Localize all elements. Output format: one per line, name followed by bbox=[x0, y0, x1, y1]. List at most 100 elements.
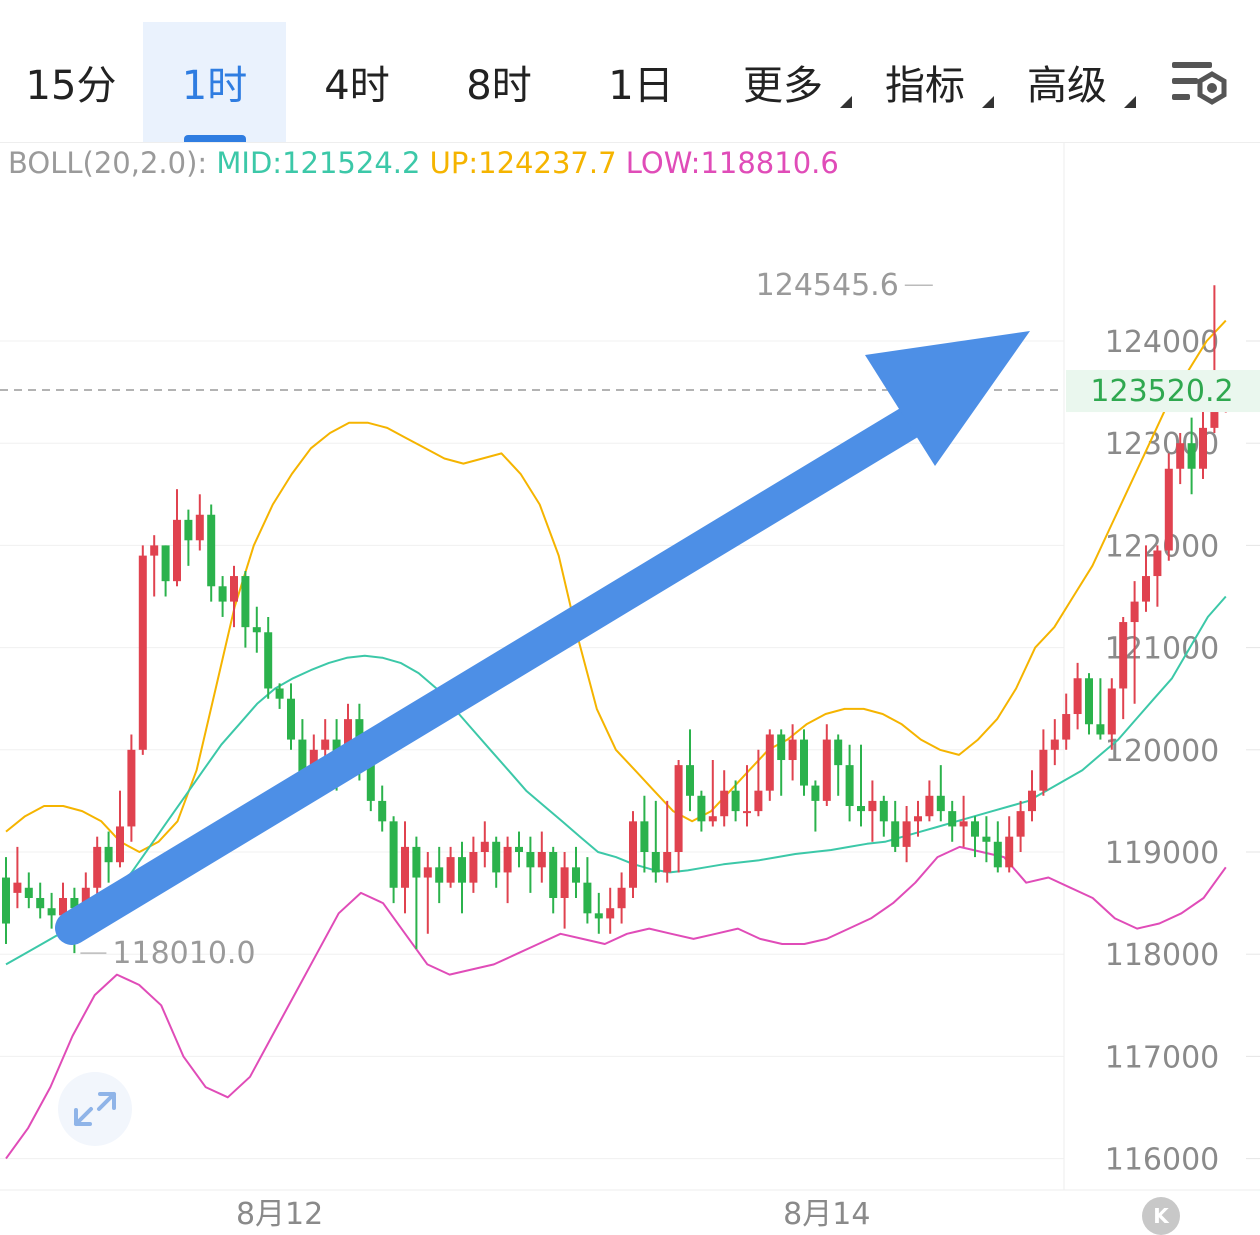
candle-body bbox=[925, 795, 934, 817]
candle-body bbox=[503, 846, 512, 873]
candle-body bbox=[298, 739, 307, 781]
candle-body bbox=[560, 867, 569, 898]
chart-settings-icon[interactable] bbox=[1168, 58, 1234, 114]
candle-body bbox=[81, 887, 90, 909]
y-tick-label: 117000 bbox=[1105, 1040, 1220, 1075]
candle-body bbox=[127, 749, 136, 827]
tab-indicators[interactable]: 指标 bbox=[854, 22, 996, 142]
expand-arrows-icon bbox=[74, 1092, 116, 1126]
tab-label: 8时 bbox=[466, 63, 532, 109]
candle-body bbox=[1153, 550, 1162, 577]
tab-1d[interactable]: 1日 bbox=[570, 22, 712, 142]
candle-body bbox=[423, 867, 432, 878]
candle-body bbox=[1164, 468, 1173, 551]
candle-body bbox=[458, 857, 466, 883]
candle-body bbox=[116, 826, 124, 863]
candle-body bbox=[743, 811, 751, 814]
expand-chart-button[interactable] bbox=[58, 1072, 132, 1146]
y-tick-label: 120000 bbox=[1105, 734, 1220, 769]
candle-body bbox=[674, 765, 683, 852]
candle-body bbox=[1130, 601, 1139, 623]
candle-body bbox=[617, 887, 626, 909]
candle-body bbox=[800, 739, 808, 786]
tab-15m[interactable]: 15分 bbox=[0, 22, 142, 142]
candle-body bbox=[594, 913, 603, 919]
tab-4h[interactable]: 4时 bbox=[286, 22, 428, 142]
boll-mid-line bbox=[5, 595, 1227, 966]
candle-body bbox=[47, 908, 56, 916]
tab-advanced[interactable]: 高级 bbox=[996, 22, 1138, 142]
tab-more[interactable]: 更多 bbox=[712, 22, 854, 142]
timeframe-tabbar: 15分 1时 4时 8时 1日 更多 指标 高级 bbox=[0, 0, 1260, 143]
candle-body bbox=[1107, 688, 1116, 735]
candle-body bbox=[1005, 836, 1014, 868]
candle-body bbox=[492, 841, 501, 873]
candle-body bbox=[207, 514, 216, 587]
y-tick-label: 124000 bbox=[1105, 325, 1220, 360]
trend-arrow-head bbox=[865, 331, 1030, 466]
candle-body bbox=[1142, 576, 1150, 602]
candle-body bbox=[788, 739, 797, 761]
candle-body bbox=[93, 846, 102, 888]
candle-body bbox=[70, 897, 79, 909]
candle-body bbox=[993, 841, 1002, 868]
dropdown-caret-icon bbox=[1124, 96, 1136, 108]
candle-body bbox=[720, 790, 729, 817]
candle-body bbox=[537, 852, 546, 868]
y-tick-label: 116000 bbox=[1105, 1143, 1220, 1178]
candle-body bbox=[275, 688, 284, 699]
candle-body bbox=[218, 586, 227, 602]
candle-body bbox=[526, 852, 535, 868]
candle-body bbox=[902, 821, 911, 847]
candle-body bbox=[184, 519, 193, 541]
candle-body bbox=[640, 821, 649, 852]
candle-body bbox=[2, 877, 10, 924]
candle-body bbox=[914, 816, 922, 822]
candle-body bbox=[1119, 622, 1128, 689]
candle-body bbox=[879, 800, 888, 822]
low-price-label: 118010.0 bbox=[112, 936, 255, 971]
boll-mid-value: MID:121524.2 bbox=[216, 146, 421, 180]
candle-body bbox=[59, 897, 67, 916]
candle-body bbox=[891, 821, 900, 847]
tab-label: 更多 bbox=[743, 63, 823, 109]
candle-body bbox=[1210, 397, 1219, 428]
candle-body bbox=[971, 821, 979, 837]
candle-body bbox=[195, 514, 204, 541]
candle-body bbox=[173, 519, 181, 582]
candle-body bbox=[287, 698, 295, 740]
y-tick-label: 119000 bbox=[1105, 836, 1220, 871]
candle-body bbox=[583, 882, 592, 914]
candle-body bbox=[252, 627, 261, 633]
candle-body bbox=[549, 852, 558, 898]
candle-body bbox=[412, 846, 421, 878]
current-price-badge bbox=[1066, 370, 1260, 413]
candle-body bbox=[686, 765, 694, 796]
tab-label: 高级 bbox=[1027, 63, 1107, 109]
candle-body bbox=[24, 887, 33, 898]
candle-body bbox=[948, 811, 957, 827]
candle-body bbox=[936, 795, 945, 812]
candle-body bbox=[1187, 443, 1196, 469]
candle-body bbox=[663, 852, 672, 873]
boll-readout: BOLL(20,2.0): MID:121524.2 UP:124237.7 L… bbox=[8, 146, 839, 180]
candle-body bbox=[731, 790, 740, 812]
candle-body bbox=[1039, 749, 1048, 791]
candle-body bbox=[1085, 678, 1093, 725]
candle-body bbox=[1028, 790, 1036, 812]
candle-body bbox=[1176, 443, 1185, 469]
candle-body bbox=[446, 857, 455, 883]
candle-body bbox=[572, 867, 580, 883]
candle-body bbox=[822, 739, 831, 801]
candle-body bbox=[606, 908, 615, 919]
y-tick-label: 118000 bbox=[1105, 938, 1220, 973]
tab-label: 指标 bbox=[885, 63, 965, 109]
candle-body bbox=[36, 897, 45, 909]
candle-body bbox=[389, 821, 398, 888]
dropdown-caret-icon bbox=[982, 96, 994, 108]
k-logo-button[interactable]: K bbox=[1142, 1197, 1180, 1235]
tab-8h[interactable]: 8时 bbox=[428, 22, 570, 142]
tab-1h[interactable]: 1时 bbox=[143, 22, 286, 142]
boll-upper-line bbox=[5, 319, 1227, 853]
